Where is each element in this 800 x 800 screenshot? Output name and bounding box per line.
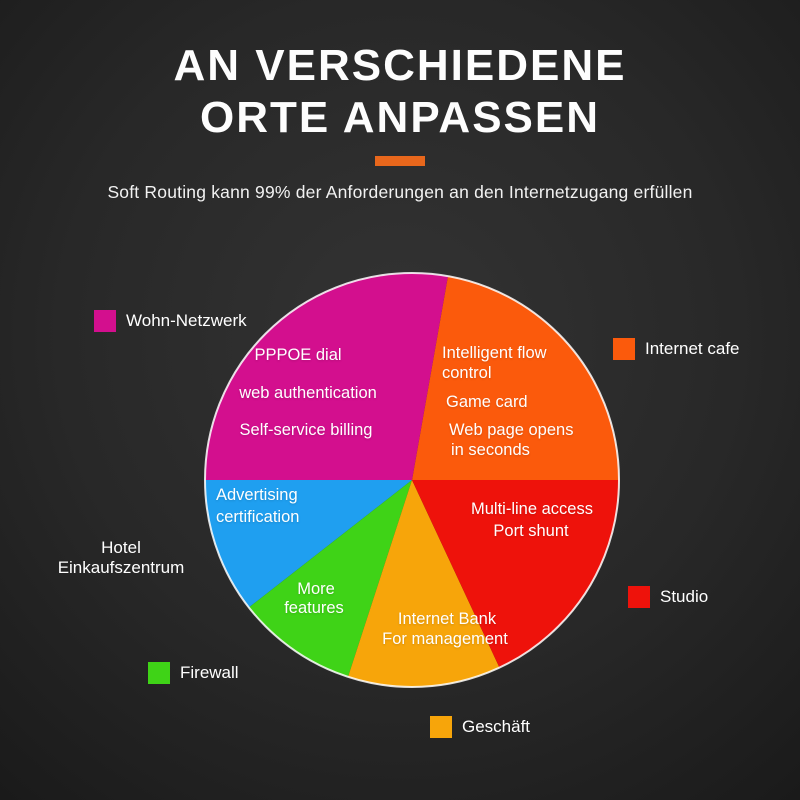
- slice-label: Internet Bank: [397, 610, 497, 628]
- legend-label: Firewall: [180, 663, 239, 682]
- slice-label: Multi-line access: [471, 500, 593, 518]
- legend-swatch-firewall: [148, 662, 170, 684]
- page-title-line-2: ORTE ANPASSEN: [199, 93, 601, 142]
- legend-label: Geschäft: [462, 717, 531, 736]
- slice-label: Game card: [446, 393, 528, 411]
- title-divider: [375, 156, 425, 166]
- pie-slice-studio: [412, 480, 619, 668]
- legend-item-studio: Studio: [628, 586, 708, 608]
- pie-slice-internet-cafe: [412, 276, 619, 480]
- legend-item-wohn-netzwerk: Wohn-Netzwerk: [94, 310, 247, 332]
- legend-swatch-geschaeft: [430, 716, 452, 738]
- legend-label: Studio: [660, 587, 709, 606]
- slice-label: Web page opens: [449, 421, 574, 439]
- legend-item-firewall: Firewall: [148, 662, 239, 684]
- subtitle: Soft Routing kann 99% der Anforderungen …: [107, 182, 693, 202]
- page-title-line-1: AN VERSCHIEDENE: [173, 41, 627, 90]
- pie-slice-geschaeft: [348, 480, 500, 688]
- pie-slice-firewall: [248, 480, 412, 677]
- pie-slice-hotel-einkaufszentrum: [205, 480, 412, 608]
- pie-chart: [202, 270, 622, 690]
- slice-label: control: [442, 364, 492, 382]
- slice-label: web authentication: [239, 384, 377, 402]
- slice-label: Intelligent flow: [442, 344, 547, 362]
- legend-swatch-internet-cafe: [613, 338, 635, 360]
- pie-outline: [204, 272, 620, 688]
- header: AN VERSCHIEDENE ORTE ANPASSEN Soft Routi…: [0, 0, 800, 203]
- slice-label: in seconds: [451, 441, 530, 459]
- slice-label: certification: [216, 508, 300, 526]
- slice-label: Self-service billing: [239, 421, 373, 439]
- slice-label: PPPOE dial: [254, 346, 342, 364]
- slice-label: For management: [382, 630, 508, 648]
- legend-label: Wohn-Netzwerk: [126, 311, 247, 330]
- slice-label: Port shunt: [493, 522, 569, 540]
- pie-chart-svg: [204, 272, 620, 688]
- slice-label: More: [297, 580, 335, 598]
- legend-swatch-studio: [628, 586, 650, 608]
- legend-item-internet-cafe: Internet cafe: [613, 338, 740, 360]
- legend-item-geschaeft: Geschäft: [430, 716, 530, 738]
- slice-label: Advertising: [216, 486, 298, 504]
- pie-slice-wohn-netzwerk: [204, 272, 448, 480]
- legend-swatch-wohn-netzwerk: [94, 310, 116, 332]
- slice-label: features: [284, 599, 344, 617]
- legend-label: Hotel Einkaufszentrum: [57, 538, 185, 577]
- legend-label: Internet cafe: [645, 339, 740, 358]
